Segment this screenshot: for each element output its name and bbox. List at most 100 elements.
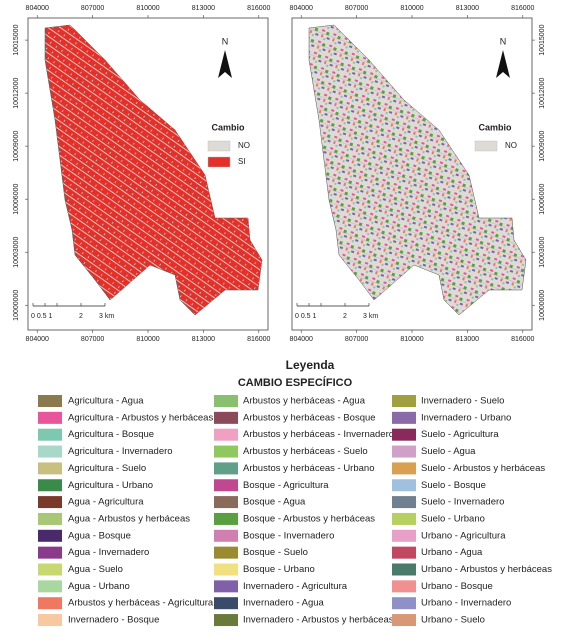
map-legend-label: NO xyxy=(505,141,517,150)
legend-label: Invernadero - Arbustos y herbáceas xyxy=(243,615,394,626)
legend-label: Suelo - Bosque xyxy=(421,480,486,491)
legend-swatch xyxy=(392,479,416,492)
legend-label: Suelo - Invernadero xyxy=(421,497,504,508)
legend-swatch xyxy=(392,445,416,458)
map-legend-swatch xyxy=(207,156,231,168)
legend-swatch xyxy=(214,580,238,593)
legend-label: Agricultura - Suelo xyxy=(68,463,146,474)
y-tick-label: 10015000 xyxy=(13,24,20,55)
legend-label: Urbano - Suelo xyxy=(421,615,485,626)
x-tick-label: 816000 xyxy=(511,5,534,12)
legend-label: Arbustos y herbáceas - Suelo xyxy=(243,446,368,457)
scale-bar-label: 2 xyxy=(79,313,83,320)
x-tick-label: 804000 xyxy=(290,5,313,12)
legend-swatch xyxy=(38,496,62,509)
map-legend-swatch xyxy=(207,140,231,152)
legend-swatch xyxy=(392,428,416,441)
map-legend-title: Cambio xyxy=(211,122,245,132)
y-tick-label: 10006000 xyxy=(13,184,20,215)
x-tick-label: 810000 xyxy=(400,336,423,343)
legend-label: Agua - Invernadero xyxy=(68,547,149,558)
legend-swatch xyxy=(38,411,62,424)
map-panel: N 804000 804000 807000 807000 810000 810000 81… xyxy=(290,5,546,343)
legend-label: Bosque - Invernadero xyxy=(243,530,334,541)
legend-label: Bosque - Agua xyxy=(243,497,306,508)
y-tick-label: 10012000 xyxy=(13,77,20,108)
legend-swatch xyxy=(38,512,62,525)
legend-label: Arbustos y herbáceas - Agua xyxy=(243,396,366,407)
study-area xyxy=(44,24,263,316)
x-tick-label: 804000 xyxy=(26,5,49,12)
legend-swatch xyxy=(392,546,416,559)
legend-label: Bosque - Agricultura xyxy=(243,480,329,491)
legend-label: Arbustos y herbáceas - Bosque xyxy=(243,412,376,423)
scale-bar-label: 3 km xyxy=(99,313,114,320)
legend-label: Arbustos y herbáceas - Agricultura xyxy=(68,598,214,609)
scale-bar-label: 0 0.5 1 xyxy=(31,313,53,320)
legend-swatch xyxy=(38,546,62,559)
legend-swatch xyxy=(214,428,238,441)
legend-swatch xyxy=(214,563,238,576)
legend-label: Urbano - Agua xyxy=(421,547,483,558)
legend-label: Suelo - Urbano xyxy=(421,513,485,524)
x-tick-label: 807000 xyxy=(345,336,368,343)
legend-label: Agricultura - Arbustos y herbáceas xyxy=(68,412,213,423)
map-panel: N 804000 804000 807000 807000 810000 810000 81… xyxy=(13,5,271,343)
legend-swatch xyxy=(214,512,238,525)
legend-swatch xyxy=(38,395,62,407)
legend-label: Agricultura - Invernadero xyxy=(68,446,173,457)
legend-swatch xyxy=(38,445,62,458)
legend-swatch xyxy=(392,496,416,509)
legend-swatch xyxy=(392,614,416,627)
legend-swatch xyxy=(38,529,62,542)
legend-label: Invernadero - Bosque xyxy=(68,615,159,626)
y-tick-label: 10003000 xyxy=(13,237,20,268)
x-tick-label: 813000 xyxy=(456,5,479,12)
legend-label: Suelo - Agricultura xyxy=(421,429,499,440)
x-tick-label: 816000 xyxy=(511,336,534,343)
y-tick-label: 10000000 xyxy=(13,290,20,321)
legend-label: Agricultura - Bosque xyxy=(68,429,154,440)
legend-swatch xyxy=(214,546,238,559)
legend-swatch xyxy=(214,597,238,610)
legend-label: Agricultura - Agua xyxy=(68,396,144,407)
legend-swatch xyxy=(392,462,416,475)
north-arrow xyxy=(496,50,510,78)
legend-label: Urbano - Bosque xyxy=(421,581,493,592)
y-tick-label: 10009000 xyxy=(539,130,546,161)
legend-swatch xyxy=(392,529,416,542)
legend-swatch xyxy=(38,479,62,492)
study-area xyxy=(308,24,527,316)
x-tick-label: 810000 xyxy=(400,5,423,12)
legend-swatch xyxy=(392,563,416,576)
north-label: N xyxy=(222,36,229,46)
x-tick-label: 816000 xyxy=(247,336,270,343)
legend-swatch xyxy=(38,614,62,627)
x-tick-label: 813000 xyxy=(192,5,215,12)
legend-label: Invernadero - Urbano xyxy=(421,412,511,423)
x-tick-label: 807000 xyxy=(81,5,104,12)
legend-label: Invernadero - Agua xyxy=(243,598,325,609)
legend-swatch xyxy=(38,580,62,593)
legend-swatch xyxy=(214,479,238,492)
legend-label: Urbano - Invernadero xyxy=(421,598,511,609)
legend-swatch xyxy=(38,597,62,610)
x-tick-label: 804000 xyxy=(290,336,313,343)
y-tick-label: 10006000 xyxy=(539,184,546,215)
legend-label: Bosque - Suelo xyxy=(243,547,308,558)
map-legend-swatch xyxy=(474,140,498,152)
legend-subtitle: CAMBIO ESPECÍFICO xyxy=(238,376,353,389)
legend-swatch xyxy=(392,597,416,610)
scale-bar-label: 0 0.5 1 xyxy=(295,313,317,320)
legend-label: Agua - Bosque xyxy=(68,530,131,541)
x-tick-label: 816000 xyxy=(247,5,270,12)
legend-label: Suelo - Arbustos y herbáceas xyxy=(421,463,545,474)
legend-label: Agua - Suelo xyxy=(68,564,123,575)
scale-bar-label: 3 km xyxy=(363,313,378,320)
legend-label: Invernadero - Agricultura xyxy=(243,581,348,592)
map-legend-title: Cambio xyxy=(478,122,512,132)
legend-swatch xyxy=(38,563,62,576)
legend-swatch xyxy=(214,395,238,407)
legend-swatch xyxy=(392,411,416,424)
